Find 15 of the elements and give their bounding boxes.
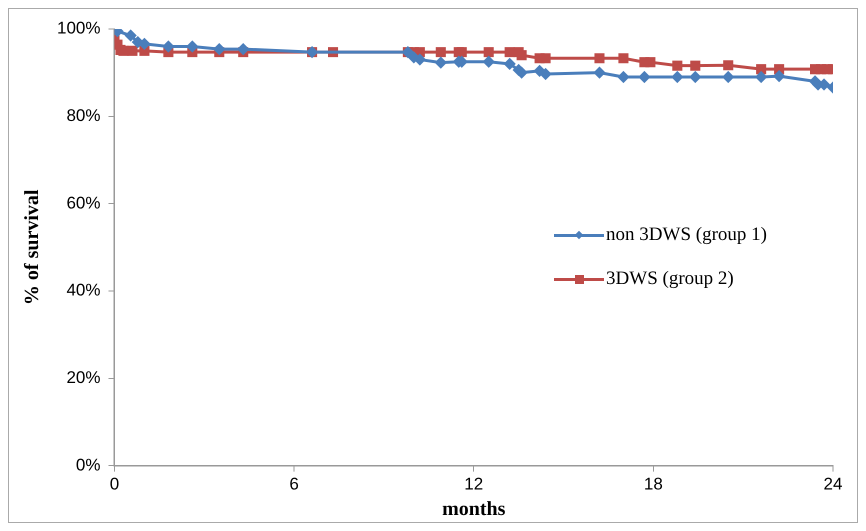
y-tick-label: 60%: [66, 193, 100, 212]
y-tick-label: 100%: [56, 18, 100, 38]
x-tick-label: 12: [464, 474, 484, 494]
y-tick-label: 80%: [66, 106, 100, 126]
y-axis-title: % of survival: [21, 189, 44, 306]
legend-label: 3DWS (group 2): [606, 268, 734, 290]
x-tick-label: 18: [644, 474, 663, 494]
x-tick-label: 24: [824, 474, 842, 494]
legend-label: non 3DWS (group 1): [606, 224, 767, 246]
y-tick-label: 40%: [66, 280, 100, 300]
x-tick-label: 0: [110, 474, 120, 494]
x-tick-label: 6: [289, 474, 299, 494]
x-axis-title: months: [442, 498, 506, 520]
y-tick-label: 0%: [76, 455, 100, 474]
y-tick-label: 20%: [66, 368, 100, 387]
